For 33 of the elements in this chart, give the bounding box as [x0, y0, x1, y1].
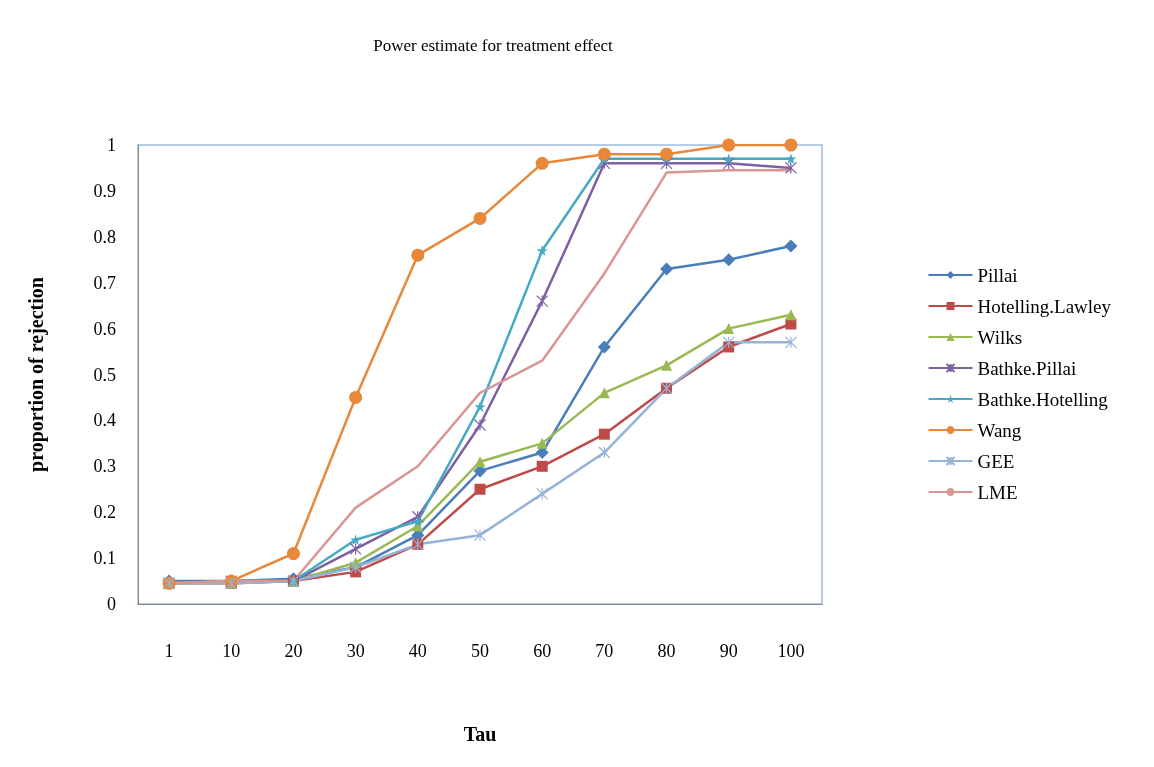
x-tick-label: 70 [595, 641, 614, 661]
legend-label: Wilks [977, 326, 1023, 348]
y-axis-title: proportion of rejection [25, 277, 48, 472]
legend-label: LME [977, 481, 1018, 503]
legend-label: Hotelling.Lawley [977, 295, 1112, 317]
x-axis-title: Tau [463, 723, 497, 745]
legend-label: Bathke.Pillai [977, 357, 1077, 379]
y-tick-label: 0.7 [93, 272, 116, 293]
y-tick-label: 0.2 [93, 502, 116, 523]
x-tick-label: 20 [284, 641, 303, 661]
y-tick-label: 0.1 [93, 548, 116, 569]
y-tick-label: 0.6 [93, 318, 116, 339]
x-tick-label: 50 [471, 641, 489, 661]
y-tick-label: 0.4 [93, 410, 116, 431]
y-tick-label: 0.8 [93, 226, 116, 247]
x-tick-label: 80 [657, 641, 676, 661]
y-tick-label: 0 [107, 594, 116, 614]
y-tick-label: 0.3 [93, 456, 116, 477]
x-tick-label: 40 [408, 641, 427, 661]
chart-title: Power estimate for treatment effect [373, 36, 613, 55]
legend-label: Pillai [977, 264, 1018, 286]
x-tick-label: 10 [222, 641, 241, 661]
y-tick-label: 0.5 [93, 364, 116, 385]
x-tick-label: 90 [719, 641, 738, 661]
x-tick-label: 1 [164, 641, 174, 661]
legend-label: Bathke.Hotelling [977, 388, 1109, 410]
legend-label: GEE [977, 450, 1015, 472]
legend-label: Wang [977, 419, 1022, 441]
y-tick-label: 1 [107, 135, 116, 155]
x-tick-label: 30 [346, 641, 365, 661]
y-tick-label: 0.9 [93, 180, 116, 201]
x-tick-label: 100 [777, 641, 805, 661]
x-tick-label: 60 [533, 641, 552, 661]
